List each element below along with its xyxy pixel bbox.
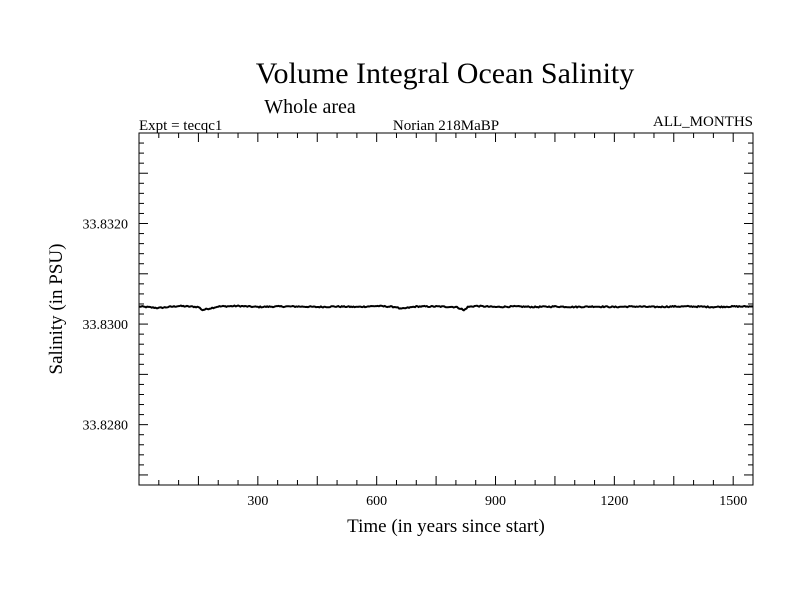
tick-labels: 300 600 900 1200 1500 33.8280 33.8300 33.8320 <box>83 218 748 509</box>
x-tick-label: 1200 <box>600 494 628 509</box>
x-tick-label: 900 <box>485 494 506 509</box>
axis-ticks <box>139 132 753 486</box>
run-label: Norian 218MaBP <box>393 118 499 134</box>
salinity-series-line <box>138 304 754 312</box>
x-tick-label: 1500 <box>719 494 747 509</box>
expt-label: Expt = tecqc1 <box>139 118 222 134</box>
x-tick-label: 600 <box>366 494 387 509</box>
x-axis-label: Time (in years since start) <box>347 516 545 537</box>
x-tick-label: 300 <box>247 494 268 509</box>
chart-title: Volume Integral Ocean Salinity <box>256 57 635 90</box>
y-axis-label: Salinity (in PSU) <box>46 244 67 375</box>
chart-subtitle: Whole area <box>264 96 356 118</box>
y-tick-label: 33.8320 <box>83 218 129 233</box>
season-label: ALL_MONTHS <box>653 114 753 130</box>
plot-frame <box>138 132 754 486</box>
y-tick-label: 33.8300 <box>83 318 129 333</box>
y-tick-label: 33.8280 <box>83 419 129 434</box>
